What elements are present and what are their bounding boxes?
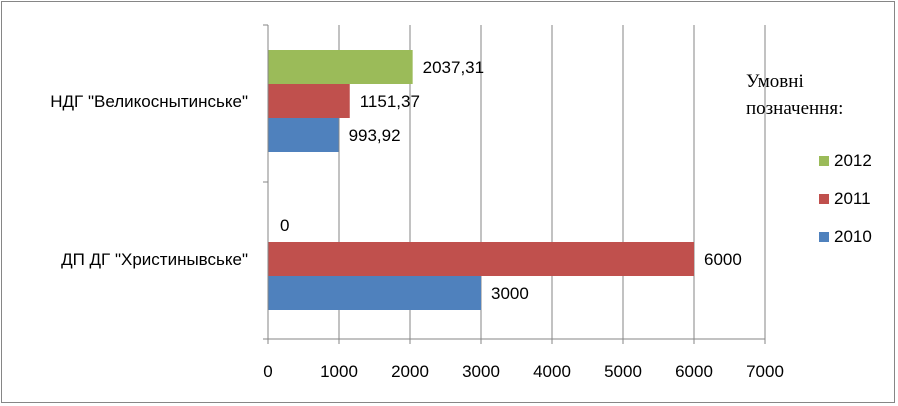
bar-2010 — [268, 276, 481, 310]
legend-title: Умовні позначення: — [746, 71, 844, 119]
x-tick-label: 5000 — [604, 362, 642, 381]
data-label: 993,92 — [349, 126, 401, 145]
x-tick-label: 7000 — [746, 362, 784, 381]
data-label: 3000 — [491, 284, 529, 303]
data-label: 6000 — [704, 250, 742, 269]
x-tick-label: 6000 — [675, 362, 713, 381]
bar-2012 — [268, 50, 413, 84]
data-label: 2037,31 — [423, 58, 484, 77]
legend-label-2011: 2011 — [834, 189, 871, 208]
x-tick-label: 1000 — [320, 362, 358, 381]
labels: 0 1000 2000 3000 4000 5000 6000 7000 2037,311151… — [50, 58, 784, 381]
axes — [263, 24, 766, 344]
legend-swatch-2012 — [819, 156, 829, 166]
x-tick-label: 3000 — [462, 362, 500, 381]
x-tick-label: 4000 — [533, 362, 571, 381]
x-tick-label: 2000 — [391, 362, 429, 381]
data-label: 1151,37 — [360, 92, 420, 111]
data-label: 0 — [280, 216, 289, 235]
legend-swatch-2011 — [819, 194, 829, 204]
category-label: ДП ДГ "Христинывське" — [61, 250, 248, 269]
legend-label-2012: 2012 — [834, 151, 872, 170]
category-label: НДГ "Великоснытинське" — [50, 92, 248, 111]
x-tick-label: 0 — [263, 362, 272, 381]
bar-2011 — [268, 84, 350, 118]
bars — [268, 50, 694, 310]
legend: 2012 2011 2010 — [819, 151, 872, 246]
bar-2010 — [268, 118, 339, 152]
bar-2011 — [268, 242, 694, 276]
legend-label-2010: 2010 — [834, 227, 872, 246]
legend-swatch-2010 — [819, 232, 829, 242]
